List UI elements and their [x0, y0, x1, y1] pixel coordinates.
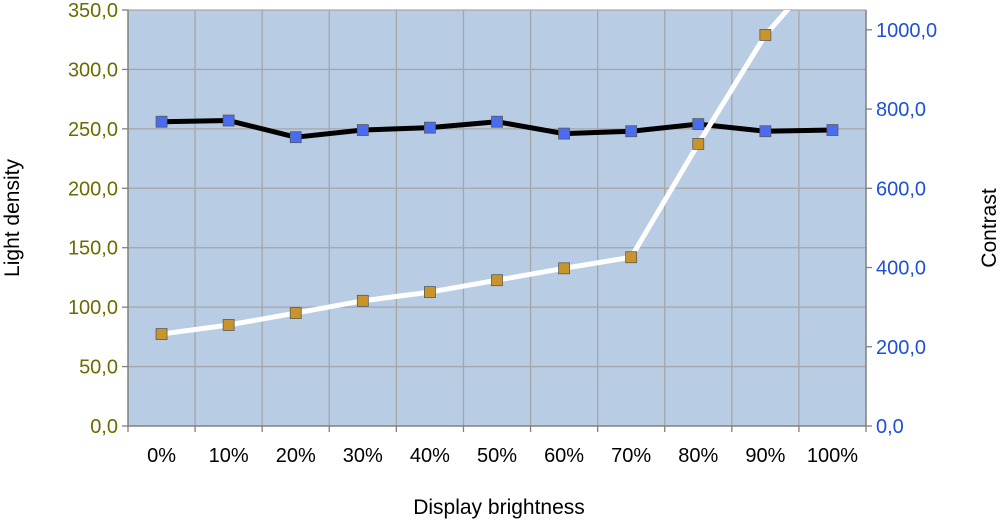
x-tick-label: 0%: [147, 445, 176, 467]
x-tick-label: 40%: [410, 445, 450, 467]
series-1-marker: [222, 114, 235, 127]
left-tick-label: 50,0: [79, 357, 118, 379]
x-tick-label: 10%: [209, 445, 249, 467]
right-tick-label: 200,0: [876, 337, 926, 359]
x-tick-label: 50%: [477, 445, 517, 467]
right-axis-title: Contrast: [978, 188, 1000, 268]
markers: [155, 29, 839, 340]
series-1-marker: [558, 127, 570, 140]
series-2-marker: [424, 286, 436, 298]
series-2-marker: [625, 251, 638, 264]
x-tick-label: 60%: [544, 445, 584, 467]
left-tick-label: 200,0: [68, 178, 118, 200]
series-2-marker: [558, 262, 570, 275]
right-tick-label: 1000,0: [876, 20, 937, 42]
series-1-marker: [155, 115, 168, 128]
series-2-marker: [155, 328, 168, 340]
series-1-marker: [491, 115, 503, 128]
left-tick-label: 0,0: [90, 416, 118, 438]
right-tick-label: 600,0: [876, 178, 926, 200]
right-tick-label: 0,0: [876, 416, 904, 438]
series-1-marker: [826, 124, 839, 136]
x-tick-label: 100%: [807, 445, 858, 467]
x-tick-label: 80%: [678, 445, 718, 467]
plot-area: [128, 10, 866, 426]
series-1-marker: [424, 121, 436, 134]
series-2-marker: [222, 319, 235, 331]
ticks: 0,0 50,0 100,0 150,0 200,0 250,0 300,0 350,0 0,0…: [68, 0, 937, 467]
left-tick-label: 250,0: [68, 119, 118, 141]
left-tick-label: 350,0: [68, 0, 118, 22]
x-tick-label: 90%: [745, 445, 785, 467]
grid: [128, 9, 866, 426]
right-tick-label: 400,0: [876, 258, 926, 280]
series-1-marker: [692, 118, 705, 131]
series-2-marker: [692, 138, 705, 150]
x-tick-label: 70%: [611, 445, 651, 467]
x-tick-label: 20%: [276, 445, 316, 467]
right-tick-label: 800,0: [876, 99, 926, 121]
left-axis-title: Light density: [1, 159, 24, 277]
x-tick-label: 30%: [343, 445, 383, 467]
series-1-marker: [759, 125, 772, 138]
series-2-marker: [759, 29, 772, 41]
series-2-marker: [491, 274, 503, 287]
axes: [127, 10, 867, 427]
series-2-marker: [289, 307, 302, 319]
left-tick-label: 300,0: [68, 59, 118, 81]
series-1-marker: [625, 125, 638, 138]
series-2-marker: [356, 294, 369, 307]
left-tick-label: 150,0: [68, 238, 118, 260]
series-1-marker: [289, 131, 302, 144]
series-1-marker: [356, 124, 369, 136]
left-tick-label: 100,0: [68, 297, 118, 319]
x-axis-title: Display brightness: [413, 496, 585, 519]
